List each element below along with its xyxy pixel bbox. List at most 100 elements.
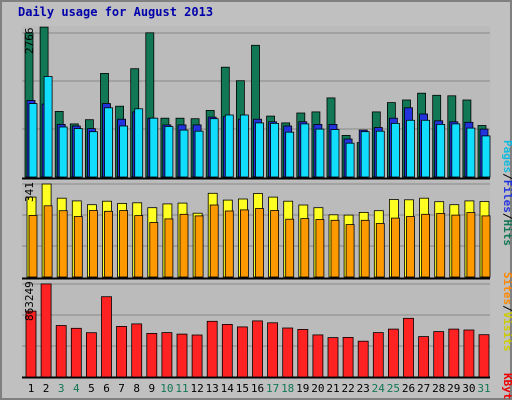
- y-max-label-hits: 2766: [23, 28, 36, 55]
- day-label: 9: [148, 382, 155, 395]
- bar-kbytes: [478, 334, 490, 378]
- legend-hits: Hits: [501, 220, 512, 247]
- day-label: 17: [266, 382, 279, 395]
- day-label: 22: [341, 382, 354, 395]
- bar-sites: [451, 214, 461, 278]
- day-label: 7: [118, 382, 125, 395]
- legend-files: Files: [501, 180, 512, 213]
- legend-visits-sites: Sites/Visits: [501, 272, 512, 352]
- bar-kbytes: [176, 333, 188, 378]
- bar-sites: [179, 213, 189, 278]
- bar-kbytes: [282, 327, 294, 378]
- bar-kbytes: [463, 329, 475, 378]
- bar-sites: [270, 210, 280, 278]
- bar-sites: [255, 208, 264, 278]
- bar-pages: [360, 131, 370, 178]
- y-max-label-kbytes: 863249: [23, 281, 36, 321]
- bar-pages: [300, 123, 310, 178]
- bar-kbytes: [25, 310, 37, 378]
- day-label: 20: [311, 382, 324, 395]
- bar-kbytes: [387, 328, 399, 378]
- chart-title: Daily usage for August 2013: [18, 5, 214, 19]
- bar-kbytes: [342, 336, 354, 378]
- bar-pages: [149, 117, 159, 178]
- bar-sites: [73, 216, 83, 278]
- bar-kbytes: [252, 320, 263, 378]
- bar-sites: [285, 218, 295, 278]
- bar-sites: [466, 212, 476, 278]
- bar-pages: [285, 131, 295, 178]
- day-label: 10: [160, 382, 173, 395]
- bar-sites: [89, 210, 98, 278]
- bar-pages: [315, 128, 325, 178]
- bar-sites: [149, 222, 159, 278]
- bar-kbytes: [418, 336, 430, 378]
- bar-sites: [345, 224, 355, 278]
- bar-kbytes: [403, 317, 414, 378]
- day-label: 16: [251, 382, 264, 395]
- bar-kbytes: [221, 323, 233, 378]
- day-label: 3: [58, 382, 65, 395]
- day-label: 6: [103, 382, 110, 395]
- day-label: 14: [221, 382, 235, 395]
- bar-sites: [330, 219, 340, 278]
- bar-pages: [73, 128, 83, 178]
- bar-sites: [119, 210, 128, 278]
- bar-kbytes: [131, 323, 143, 378]
- bar-pages: [119, 125, 128, 178]
- day-label: 4: [73, 382, 80, 395]
- bar-kbytes: [297, 328, 309, 378]
- bar-pages: [104, 107, 113, 178]
- bar-pages: [224, 114, 234, 178]
- bar-sites: [239, 209, 249, 278]
- bar-pages: [406, 119, 415, 178]
- bar-pages: [345, 142, 355, 178]
- bar-sites: [224, 210, 234, 278]
- bar-pages: [209, 118, 219, 178]
- bar-sites: [375, 223, 385, 278]
- bar-pages: [28, 103, 38, 178]
- bar-pages: [466, 127, 476, 178]
- bar-sites: [194, 215, 204, 278]
- bar-kbytes: [86, 332, 97, 378]
- day-label: 30: [462, 382, 475, 395]
- bar-pages: [436, 124, 446, 178]
- bar-kbytes: [101, 296, 112, 378]
- legend-slash: /: [501, 213, 512, 220]
- bar-pages: [239, 114, 249, 178]
- day-label: 27: [417, 382, 430, 395]
- legend-slash: /: [501, 173, 512, 180]
- bar-pages: [89, 131, 98, 178]
- bar-sites: [360, 219, 370, 278]
- bar-pages: [43, 76, 53, 178]
- day-label: 18: [281, 382, 294, 395]
- bar-kbytes: [312, 334, 324, 378]
- bar-kbytes: [55, 325, 67, 378]
- legend-hits-files-pages: Pages/Files/Hits: [501, 140, 512, 246]
- day-label: 15: [236, 382, 249, 395]
- bar-sites: [209, 204, 219, 278]
- bar-sites: [43, 205, 53, 278]
- day-label: 1: [28, 382, 35, 395]
- day-label: 11: [175, 382, 188, 395]
- bar-sites: [164, 218, 174, 278]
- bar-sites: [436, 213, 446, 278]
- bar-pages: [330, 129, 340, 178]
- bar-pages: [179, 129, 189, 178]
- day-label: 21: [326, 382, 339, 395]
- bar-kbytes: [327, 337, 339, 378]
- bar-sites: [390, 217, 400, 278]
- day-label: 29: [447, 382, 460, 395]
- day-label: 28: [432, 382, 445, 395]
- bar-kbytes: [116, 325, 127, 378]
- bar-kbytes: [267, 322, 279, 378]
- day-label: 13: [206, 382, 219, 395]
- legend-sites: Sites: [501, 272, 512, 305]
- bar-pages: [134, 108, 144, 178]
- bar-kbytes: [146, 332, 158, 378]
- bar-sites: [406, 216, 415, 278]
- bar-kbytes: [357, 340, 369, 378]
- day-label: 19: [296, 382, 309, 395]
- bar-kbytes: [236, 326, 248, 378]
